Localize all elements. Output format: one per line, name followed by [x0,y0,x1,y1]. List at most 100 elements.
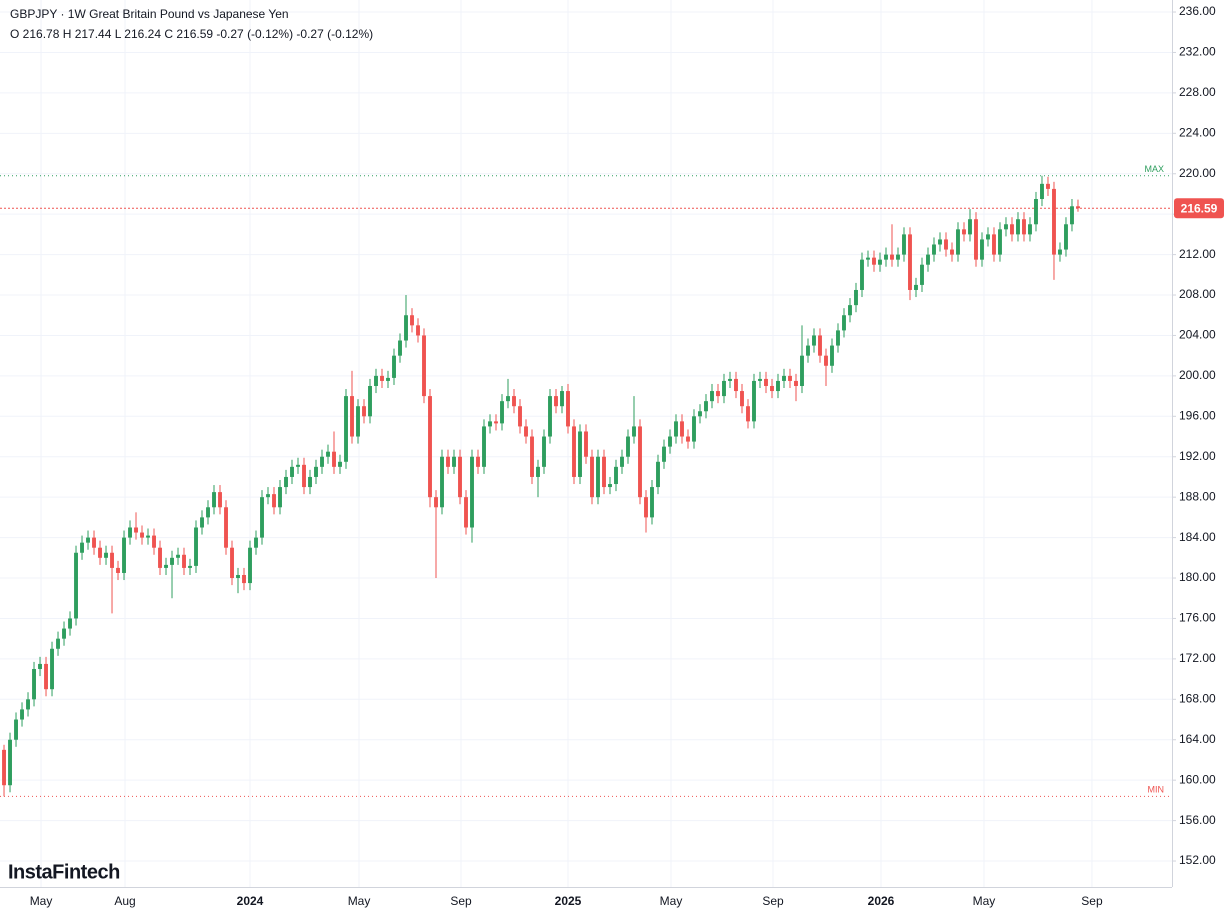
candle-body [776,380,780,392]
candle-body [788,375,792,381]
candle-body [440,456,444,508]
candle-body [932,244,936,255]
candle-body [980,239,984,260]
candle-body [620,456,624,467]
candle-body [1028,224,1032,235]
candle-body [548,396,552,437]
candle-body [296,464,300,467]
y-tick-label: 232.00 [1179,45,1216,59]
candle-body [338,461,342,467]
candle-body [122,537,126,573]
candle-body [662,446,666,462]
candle-body [632,426,636,437]
candle-body [62,628,66,639]
candle-body [392,355,396,378]
candle-body [248,547,252,584]
candle-body [206,507,210,518]
candle-body [752,380,756,422]
candle-body [152,535,156,548]
candle-body [44,663,48,690]
candle-body [920,264,924,285]
candle-body [182,554,186,568]
x-tick-label: 2025 [555,894,582,908]
candle-body [8,739,12,786]
candle-body [176,554,180,558]
candle-body [218,492,222,508]
candle-body [896,254,900,260]
candle-body [422,335,426,397]
y-tick-label: 160.00 [1179,772,1216,786]
candle-body [914,284,918,290]
candle-body [476,456,480,467]
candle-body [998,229,1002,255]
candle-body [314,466,318,477]
candle-body [98,547,102,558]
candle-body [2,749,6,786]
candle-body [698,411,702,417]
candle-body [950,249,954,255]
candle-body [668,436,672,447]
candle-body [374,375,378,386]
candle-body [686,436,690,442]
candle-body [986,234,990,240]
candle-body [32,668,36,700]
candle-body [842,315,846,331]
last-price-label: 216.59 [1181,201,1218,215]
candle-body [704,401,708,412]
candle-body [470,456,474,528]
candle-body [212,492,216,508]
candle-body [728,378,732,381]
candle-body [200,517,204,528]
candle-body [14,719,18,740]
candle-body [446,456,450,467]
candle-body [542,436,546,467]
candle-body [434,497,438,508]
candle-body [758,378,762,381]
candle-body [368,385,372,417]
candle-body [866,257,870,260]
candle-body [362,406,366,417]
candle-body [878,259,882,265]
candle-body [650,487,654,518]
candle-body [38,663,42,669]
candle-body [332,451,336,467]
candle-body [692,416,696,442]
candle-body [944,239,948,250]
candle-body [710,391,714,402]
grid [0,0,1172,887]
candle-body [530,436,534,477]
y-tick-label: 196.00 [1179,408,1216,422]
candle-body [506,396,510,402]
candle-body [230,547,234,579]
candle-body [764,378,768,386]
candle-body [356,406,360,437]
candle-body [680,421,684,437]
chart-title: GBPJPY · 1W Great Britain Pound vs Japan… [10,7,289,21]
y-tick-label: 184.00 [1179,530,1216,544]
candle-body [890,254,894,260]
y-tick-label: 228.00 [1179,85,1216,99]
candle-body [50,648,54,690]
candle-body [926,254,930,265]
candle-body [584,431,588,457]
candle-body [194,527,198,566]
candle-body [824,355,828,366]
candle-body [1004,224,1008,230]
candle-body [386,377,390,381]
candle-body [740,391,744,407]
candle-body [806,345,810,356]
candle-body [734,378,738,392]
candle-body [1064,224,1068,250]
y-tick-label: 168.00 [1179,691,1216,705]
x-tick-label: May [973,894,996,908]
y-tick-label: 212.00 [1179,247,1216,261]
candle-body [830,345,834,366]
candle-body [344,396,348,462]
candle-body [164,564,168,568]
candle-body [266,494,270,498]
candle-body [872,257,876,265]
candle-body [488,421,492,427]
y-tick-label: 156.00 [1179,813,1216,827]
candle-body [992,234,996,255]
